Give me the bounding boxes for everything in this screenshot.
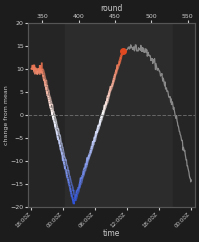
Bar — [28, 23, 65, 207]
X-axis label: time: time — [103, 229, 120, 238]
X-axis label: round: round — [100, 4, 123, 13]
Bar — [115, 23, 173, 207]
Bar — [173, 23, 195, 207]
Bar — [65, 23, 115, 207]
Y-axis label: change from mean: change from mean — [4, 85, 9, 145]
